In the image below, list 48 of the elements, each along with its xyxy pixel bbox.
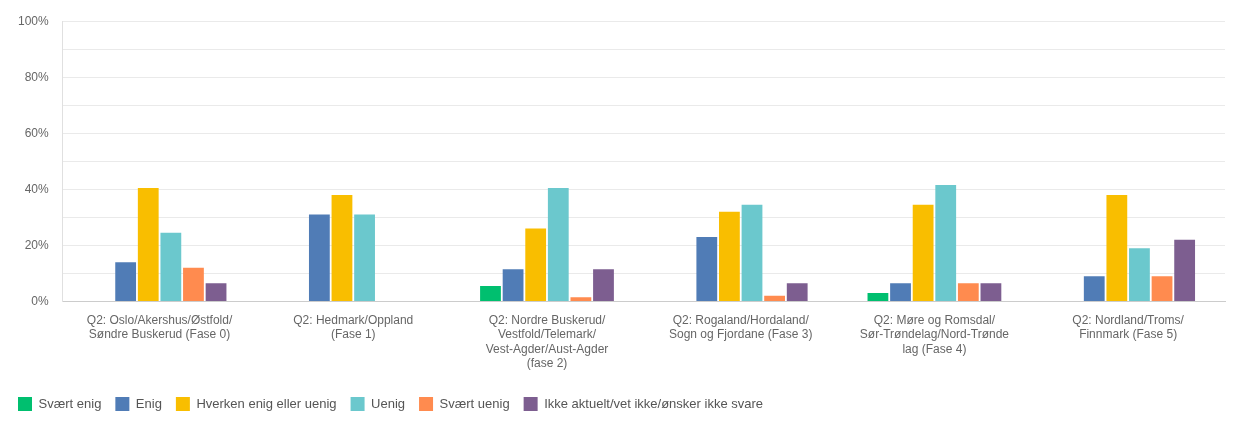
y-tick-label: 80% bbox=[24, 69, 50, 84]
bar bbox=[480, 285, 501, 301]
bar bbox=[980, 283, 1002, 301]
legend-label: Hverken enig eller uenig bbox=[196, 395, 337, 411]
x-tick-label: Q2: Møre og Romsdal/Sør-Trøndelag/Nord-Trøndelag (Fase 4) bbox=[859, 312, 1010, 356]
bar bbox=[525, 228, 547, 301]
bar bbox=[741, 204, 763, 301]
bar bbox=[308, 214, 330, 301]
x-tick-label: Q2: Oslo/Akershus/Østfold/Søndre Buskerud (Fase 0) bbox=[86, 312, 233, 342]
bar bbox=[1151, 276, 1173, 301]
bar bbox=[957, 283, 979, 301]
bar bbox=[696, 236, 718, 301]
bar bbox=[183, 267, 204, 301]
bar bbox=[867, 292, 889, 301]
bar bbox=[354, 214, 375, 301]
bar bbox=[1106, 194, 1128, 301]
bar bbox=[1129, 248, 1150, 301]
bar bbox=[502, 269, 524, 301]
x-tick-label: Q2: Rogaland/Hordaland/Sogn og Fjordane (Fase 3) bbox=[668, 312, 813, 342]
bar bbox=[160, 232, 182, 301]
bar bbox=[205, 283, 227, 301]
bar bbox=[593, 269, 614, 301]
bar bbox=[890, 283, 911, 301]
bar bbox=[115, 262, 137, 301]
y-tick-label: 20% bbox=[24, 237, 50, 252]
bar bbox=[1174, 239, 1196, 301]
bar bbox=[570, 297, 592, 301]
bar bbox=[547, 187, 569, 301]
x-tick-label: Q2: Hedmark/Oppland (Fase 1) bbox=[293, 312, 414, 342]
bar bbox=[137, 187, 159, 301]
bar bbox=[1083, 276, 1105, 301]
bar bbox=[912, 204, 934, 301]
y-tick-label: 60% bbox=[24, 125, 50, 140]
bar bbox=[764, 295, 785, 301]
bar bbox=[935, 185, 957, 301]
bar bbox=[331, 194, 353, 301]
y-tick-label: 100% bbox=[17, 13, 50, 28]
y-tick-label: 40% bbox=[24, 181, 50, 196]
legend-label: Uenig bbox=[371, 395, 406, 411]
x-tick-label: Q2: Nordre Buskerud/Vestfold/Telemark/Vest-Agder/Aust-Agder (fase 2) bbox=[485, 312, 609, 371]
legend-label: Enig bbox=[135, 395, 162, 411]
y-tick-label: 0% bbox=[31, 293, 50, 308]
legend-label: Ikke aktuelt/vet ikke/ønsker ikke svare bbox=[544, 395, 764, 411]
legend-label: Svært uenig bbox=[439, 395, 510, 411]
bar bbox=[719, 211, 740, 301]
legend-label: Svært enig bbox=[38, 395, 102, 411]
bar bbox=[786, 283, 808, 301]
x-tick-label: Q2: Nordland/Troms/Finnmark (Fase 5) bbox=[1072, 312, 1185, 342]
